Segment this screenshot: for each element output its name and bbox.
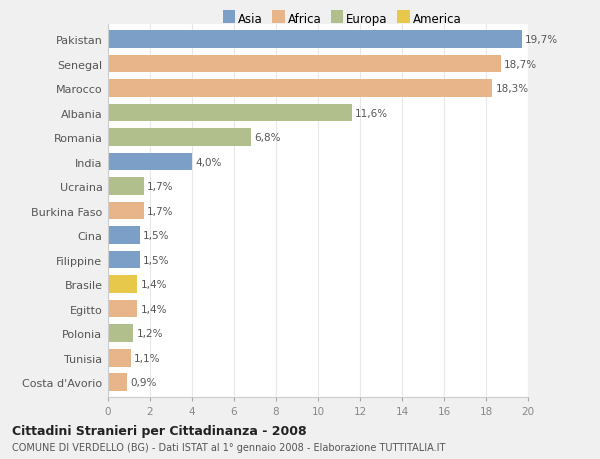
- Text: 1,4%: 1,4%: [140, 304, 167, 314]
- Bar: [108, 349, 131, 367]
- Text: 1,1%: 1,1%: [134, 353, 161, 363]
- Bar: [108, 56, 500, 73]
- Text: COMUNE DI VERDELLO (BG) - Dati ISTAT al 1° gennaio 2008 - Elaborazione TUTTITALI: COMUNE DI VERDELLO (BG) - Dati ISTAT al …: [12, 442, 445, 452]
- Bar: [108, 374, 127, 391]
- Bar: [108, 251, 139, 269]
- Bar: [108, 325, 133, 342]
- Legend: Asia, Africa, Europa, America: Asia, Africa, Europa, America: [223, 13, 461, 26]
- Text: 19,7%: 19,7%: [525, 35, 558, 45]
- Text: 1,2%: 1,2%: [136, 329, 163, 338]
- Bar: [108, 105, 352, 122]
- Text: 0,9%: 0,9%: [130, 377, 157, 387]
- Text: 1,5%: 1,5%: [143, 255, 169, 265]
- Text: 11,6%: 11,6%: [355, 108, 388, 118]
- Text: 6,8%: 6,8%: [254, 133, 280, 143]
- Bar: [108, 202, 144, 220]
- Bar: [108, 300, 137, 318]
- Text: 4,0%: 4,0%: [195, 157, 221, 167]
- Text: 18,7%: 18,7%: [504, 59, 537, 69]
- Text: Cittadini Stranieri per Cittadinanza - 2008: Cittadini Stranieri per Cittadinanza - 2…: [12, 425, 307, 437]
- Bar: [108, 276, 137, 293]
- Text: 1,4%: 1,4%: [140, 280, 167, 290]
- Bar: [108, 31, 521, 49]
- Text: 1,7%: 1,7%: [147, 206, 173, 216]
- Bar: [108, 178, 144, 196]
- Bar: [108, 153, 192, 171]
- Bar: [108, 227, 139, 244]
- Text: 18,3%: 18,3%: [496, 84, 529, 94]
- Bar: [108, 129, 251, 146]
- Text: 1,7%: 1,7%: [147, 182, 173, 192]
- Bar: [108, 80, 492, 98]
- Text: 1,5%: 1,5%: [143, 230, 169, 241]
